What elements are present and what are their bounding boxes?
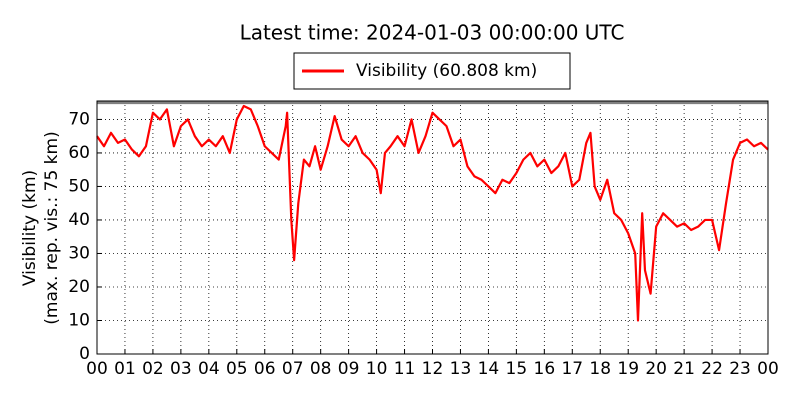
x-tick-label: 21 <box>673 359 695 379</box>
y-tick-label: 40 <box>68 210 90 230</box>
x-tick-label: 06 <box>254 359 276 379</box>
y-tick-label: 70 <box>68 109 90 129</box>
x-tick-label: 17 <box>561 359 583 379</box>
x-tick-label: 00 <box>757 359 779 379</box>
x-tick-label: 01 <box>114 359 136 379</box>
x-tick-label: 12 <box>422 359 444 379</box>
x-tick-label: 02 <box>142 359 164 379</box>
x-tick-label: 03 <box>170 359 192 379</box>
chart-title: Latest time: 2024-01-03 00:00:00 UTC <box>240 21 625 45</box>
x-tick-label: 23 <box>729 359 751 379</box>
x-tick-label: 19 <box>617 359 639 379</box>
x-tick-label: 20 <box>645 359 667 379</box>
x-tick-label: 22 <box>701 359 723 379</box>
y-tick-label: 20 <box>68 277 90 297</box>
x-tick-label: 16 <box>534 359 556 379</box>
x-tick-label: 11 <box>394 359 416 379</box>
x-tick-label: 08 <box>310 359 332 379</box>
y-tick-label: 50 <box>68 176 90 196</box>
data-line <box>96 104 769 322</box>
y-tick-label: 60 <box>68 143 90 163</box>
y-tick-label: 10 <box>68 310 90 330</box>
x-tick-label: 00 <box>86 359 108 379</box>
x-tick-label: 07 <box>282 359 304 379</box>
x-tick-label: 14 <box>478 359 500 379</box>
plot-frame <box>96 100 769 355</box>
y-tick-label: 30 <box>68 243 90 263</box>
x-tick-label: 10 <box>366 359 388 379</box>
y-axis-label: Visibility (km) <box>20 170 40 286</box>
y-axis-label: (max. rep. vis.: 75 km) <box>42 131 62 324</box>
legend-label: Visibility (60.808 km) <box>356 61 537 81</box>
x-tick-label: 04 <box>198 359 220 379</box>
x-tick-label: 05 <box>226 359 248 379</box>
x-tick-label: 18 <box>589 359 611 379</box>
x-tick-label: 13 <box>450 359 472 379</box>
x-tick-label: 09 <box>338 359 360 379</box>
x-tick-label: 15 <box>506 359 528 379</box>
y-tick-label: 0 <box>79 344 90 364</box>
